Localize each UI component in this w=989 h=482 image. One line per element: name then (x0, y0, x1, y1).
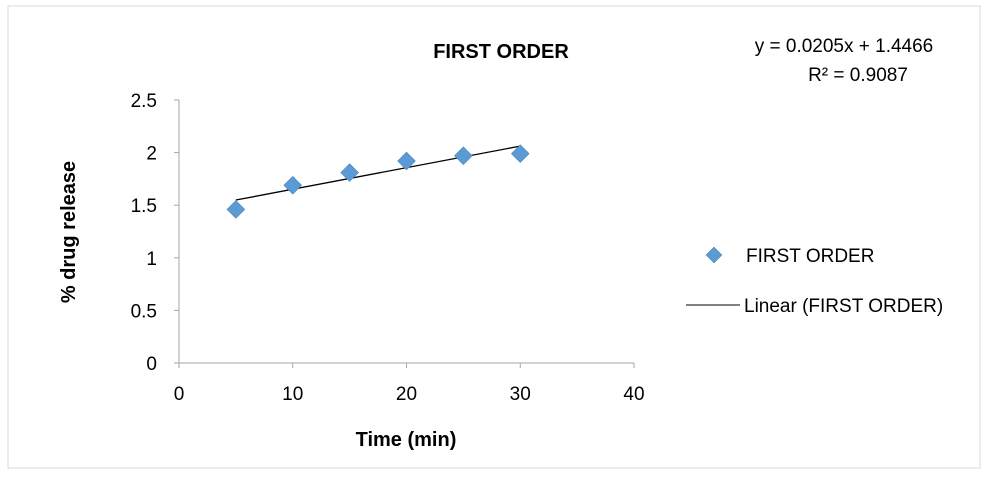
y-tick-label: 1 (146, 249, 157, 270)
y-tick-label: 0 (146, 354, 157, 375)
x-axis-label: Time (min) (356, 429, 457, 451)
x-tick-label: 0 (174, 384, 185, 405)
legend-marker-diamond (705, 246, 723, 264)
y-axis-label: % drug release (58, 161, 80, 303)
legend: FIRST ORDER Linear (FIRST ORDER) (686, 246, 943, 317)
legend-label-trendline: Linear (FIRST ORDER) (744, 296, 943, 317)
x-axis-ticks: 0 10 20 30 40 (174, 363, 645, 405)
data-points (226, 144, 530, 219)
data-point (226, 200, 246, 219)
data-point (340, 163, 359, 182)
trendline-layer (235, 145, 521, 201)
trendline (235, 145, 521, 201)
y-tick-label: 2.5 (131, 91, 157, 112)
y-tick-label: 0.5 (131, 301, 157, 322)
legend-label-series: FIRST ORDER (746, 246, 874, 267)
data-point (283, 175, 303, 195)
x-tick-label: 20 (396, 384, 417, 405)
y-axis-ticks: 0 0.5 1 1.5 2 2.5 (131, 91, 179, 375)
trendline-r-squared: R² = 0.9087 (808, 65, 908, 86)
data-point (454, 146, 473, 166)
x-tick-label: 30 (510, 384, 531, 405)
trendline-equation: y = 0.0205x + 1.4466 (755, 36, 934, 57)
x-tick-label: 40 (623, 384, 644, 405)
chart-title: FIRST ORDER (433, 41, 569, 63)
chart-frame (7, 5, 981, 469)
x-tick-label: 10 (282, 384, 303, 405)
y-tick-label: 1.5 (131, 196, 157, 217)
y-tick-label: 2 (146, 144, 157, 165)
data-point (397, 151, 416, 171)
data-point (510, 144, 530, 164)
